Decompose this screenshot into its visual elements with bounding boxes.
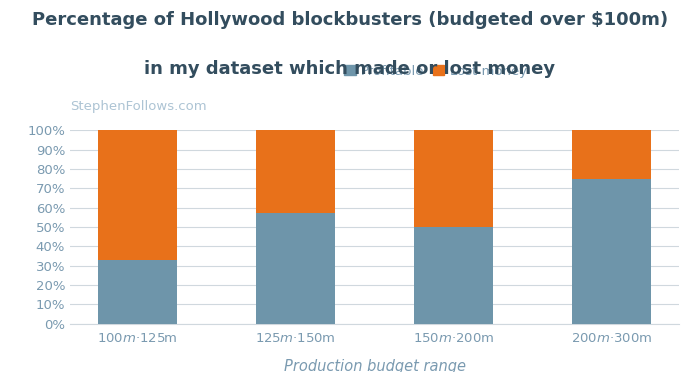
Text: Percentage of Hollywood blockbusters (budgeted over $100m): Percentage of Hollywood blockbusters (bu… — [32, 11, 668, 29]
Bar — [98, 260, 177, 324]
Bar — [572, 130, 651, 179]
X-axis label: Production budget range: Production budget range — [284, 359, 466, 372]
Bar — [256, 130, 335, 214]
Bar — [572, 179, 651, 324]
Legend: Profitable, Lost money: Profitable, Lost money — [343, 63, 528, 79]
Text: StephenFollows.com: StephenFollows.com — [70, 100, 206, 113]
Bar — [98, 130, 177, 260]
Bar — [414, 227, 493, 324]
Bar — [256, 214, 335, 324]
Text: in my dataset which made or lost money: in my dataset which made or lost money — [144, 60, 556, 77]
Bar — [414, 130, 493, 227]
